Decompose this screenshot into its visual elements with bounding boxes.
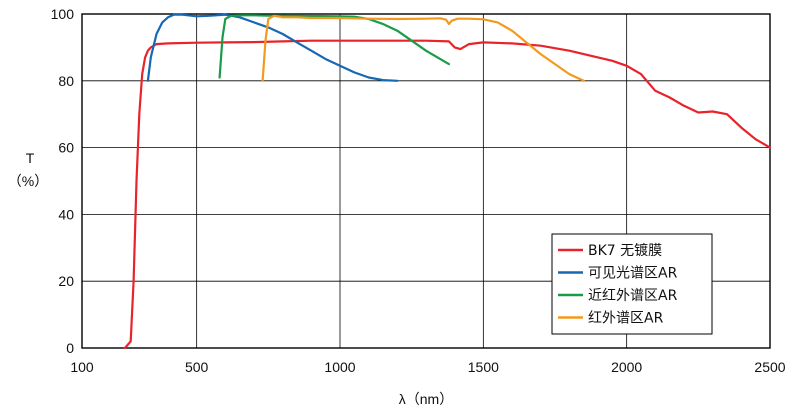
y-tick-label: 0 bbox=[66, 340, 74, 356]
series-line-0 bbox=[123, 39, 772, 350]
grid bbox=[82, 14, 770, 348]
y-tick-label: 80 bbox=[58, 73, 74, 89]
y-tick-label: 20 bbox=[58, 273, 74, 289]
series-layer bbox=[123, 13, 772, 350]
plot-area-frame bbox=[81, 13, 771, 349]
legend-label-1: 可见光谱区AR bbox=[588, 266, 678, 282]
x-tick-label: 100 bbox=[70, 359, 94, 375]
x-axis-title: λ（nm） bbox=[399, 391, 453, 407]
x-tick-label: 2500 bbox=[754, 359, 785, 375]
y-axis-title-symbol: T bbox=[26, 150, 35, 166]
x-tick-label: 1500 bbox=[468, 359, 499, 375]
x-tick-label: 1000 bbox=[324, 359, 355, 375]
x-tick-label: 500 bbox=[185, 359, 209, 375]
x-tick-label: 2000 bbox=[611, 359, 642, 375]
tick-labels: 100 500 1000 1500 2000 2500 0 20 40 60 80 100 bbox=[51, 6, 786, 375]
series-line-1 bbox=[146, 13, 399, 82]
legend-label-2: 近红外谱区AR bbox=[588, 288, 678, 304]
legend-label-0: BK7 无镀膜 bbox=[588, 242, 662, 259]
y-tick-label: 40 bbox=[58, 206, 74, 222]
y-tick-label: 100 bbox=[51, 6, 75, 22]
legend-label-3: 红外谱区AR bbox=[588, 311, 664, 327]
series-line-3 bbox=[261, 14, 585, 82]
y-axis-title-unit: （%） bbox=[8, 173, 48, 189]
y-tick-label: 60 bbox=[58, 140, 74, 156]
series-line-2 bbox=[218, 14, 450, 79]
